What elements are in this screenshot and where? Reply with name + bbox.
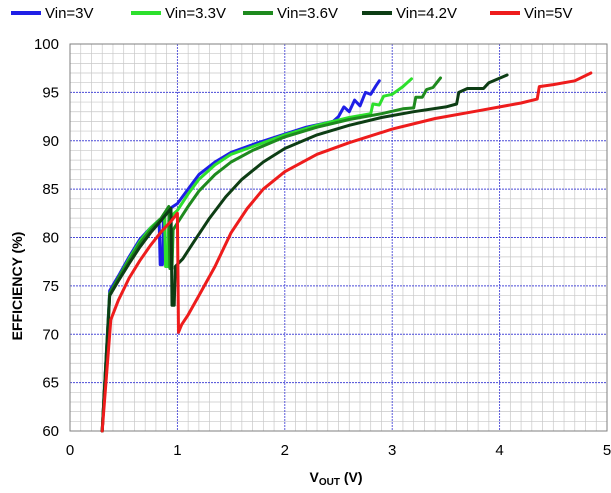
y-tick-labels: 60 65 70 75 80 85 90 95 100 xyxy=(34,36,59,440)
y-tick-label: 60 xyxy=(42,423,59,440)
x-tick-labels: 0 1 2 3 4 5 xyxy=(66,442,611,459)
x-axis-title-main: V xyxy=(309,469,319,485)
x-tick-label: 5 xyxy=(603,442,611,459)
series-line-vin-4-2v xyxy=(100,73,509,433)
legend-label: Vin=3.6V xyxy=(277,5,338,22)
plot-area-frame xyxy=(69,43,608,432)
x-tick-label: 1 xyxy=(173,442,181,459)
y-tick-label: 100 xyxy=(34,36,59,53)
legend-label: Vin=3.3V xyxy=(165,5,226,22)
legend-label: Vin=4.2V xyxy=(396,5,457,22)
y-tick-label: 80 xyxy=(42,230,59,247)
x-axis-title-subscript: OUT xyxy=(319,477,340,488)
x-tick-label: 2 xyxy=(281,442,289,459)
y-axis-title: EFFICIENCY (%) xyxy=(9,232,25,341)
legend-label: Vin=3V xyxy=(45,5,94,22)
x-tick-label: 3 xyxy=(388,442,396,459)
series-line-vin-3-6v xyxy=(100,76,442,433)
legend: Vin=3V Vin=3.3V Vin=3.6V Vin=4.2V Vin=5V xyxy=(11,5,573,22)
y-tick-label: 85 xyxy=(42,181,59,198)
y-tick-label: 75 xyxy=(42,278,59,295)
x-tick-label: 4 xyxy=(495,442,503,459)
series-lines xyxy=(100,71,593,433)
y-tick-label: 90 xyxy=(42,133,59,150)
y-tick-label: 70 xyxy=(42,326,59,343)
x-tick-label: 0 xyxy=(66,442,74,459)
legend-label: Vin=5V xyxy=(524,5,573,22)
series-line-vin-5v xyxy=(100,71,593,433)
x-axis-title: VOUT (V) xyxy=(309,469,362,488)
y-tick-label: 95 xyxy=(42,84,59,101)
y-tick-label: 65 xyxy=(42,375,59,392)
x-axis-title-unit: (V) xyxy=(340,469,363,485)
